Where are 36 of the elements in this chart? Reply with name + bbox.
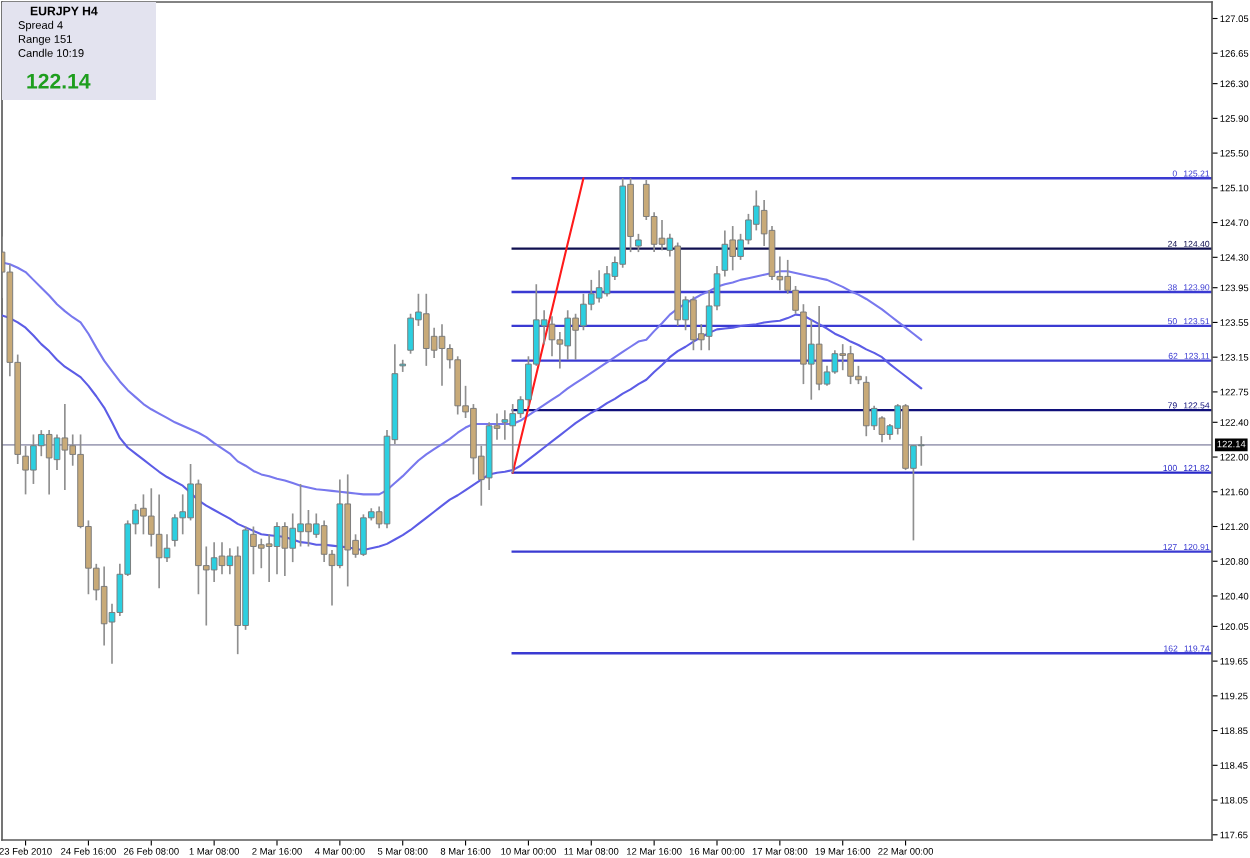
candlestick (422, 292, 430, 367)
candlestick (61, 403, 69, 491)
candlestick (45, 429, 53, 496)
candlestick (862, 375, 870, 438)
candlestick (281, 521, 289, 577)
candlestick (564, 309, 572, 361)
candlestick (210, 541, 218, 583)
candlestick (595, 269, 603, 304)
candlestick (501, 409, 509, 441)
candlestick (847, 345, 854, 385)
candlestick (635, 233, 642, 253)
candlestick (289, 512, 297, 563)
candlestick (878, 415, 886, 444)
candlestick (305, 509, 312, 548)
candlestick (815, 305, 823, 392)
candlestick (658, 219, 666, 252)
candlestick (807, 318, 815, 401)
candlestick (344, 473, 352, 588)
candlestick (438, 323, 446, 387)
line-series (511, 177, 585, 474)
candlestick (690, 295, 697, 352)
candlestick (572, 312, 579, 361)
candlestick (273, 521, 281, 576)
candlestick (839, 343, 847, 372)
candlestick (360, 513, 367, 557)
candlestick (917, 435, 925, 467)
candlestick (603, 265, 611, 298)
candlestick (53, 433, 61, 471)
candlestick (729, 225, 737, 272)
candlestick (265, 533, 273, 583)
candlestick (509, 403, 517, 474)
candlestick (218, 541, 226, 576)
candlestick (30, 433, 37, 485)
candlestick (155, 493, 163, 590)
candlestick (407, 312, 414, 355)
annotation: 122.14 (27, 73, 91, 89)
